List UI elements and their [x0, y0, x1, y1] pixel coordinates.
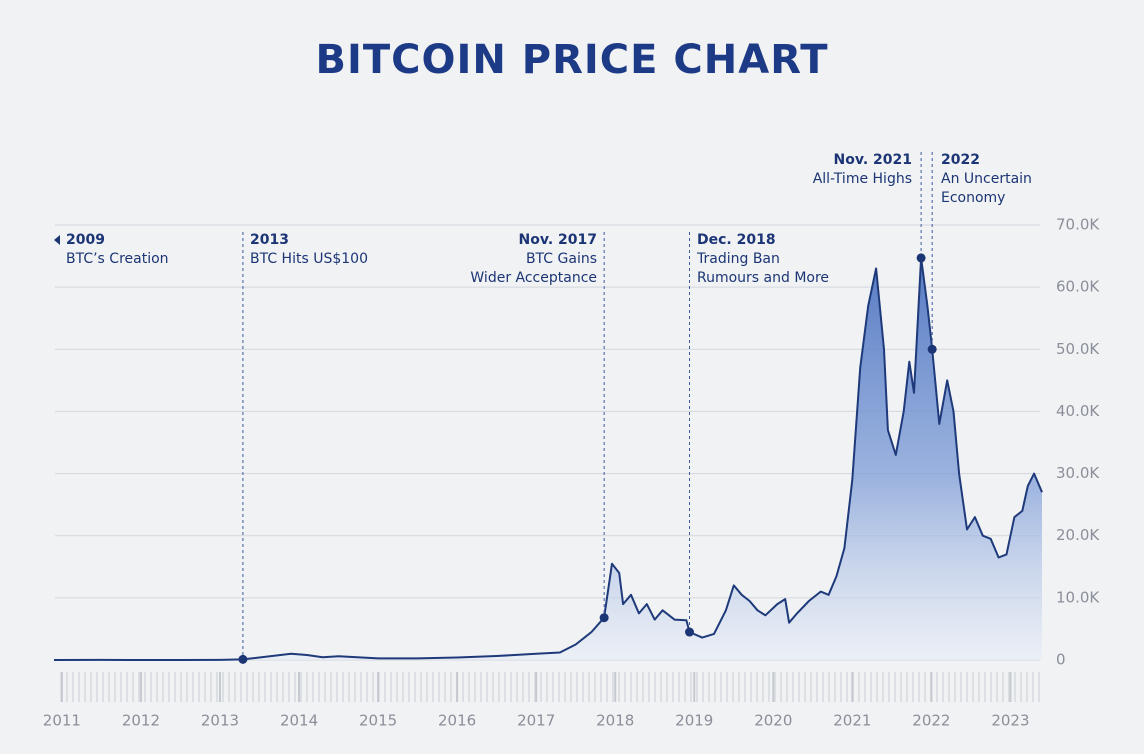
annotation-date: Nov. 2021	[834, 152, 912, 168]
annotation-text: BTC Gains	[526, 251, 597, 267]
x-tick-label: 2023	[991, 712, 1029, 730]
chart-title: BITCOIN PRICE CHART	[316, 37, 829, 83]
y-tick-label: 50.0K	[1056, 340, 1100, 358]
y-tick-label: 0	[1056, 651, 1066, 669]
minor-ticks	[58, 672, 1042, 702]
annotation-date: 2009	[66, 232, 105, 248]
annotation-date: 2022	[941, 152, 980, 168]
x-tick-label: 2019	[675, 712, 713, 730]
annotation-text: Economy	[941, 190, 1005, 206]
annotation-text: All-Time Highs	[813, 171, 912, 187]
area-fill	[54, 257, 1043, 660]
x-tick-label: 2021	[833, 712, 871, 730]
x-tick-label: 2013	[201, 712, 239, 730]
x-tick-label: 2018	[596, 712, 634, 730]
annotation-date: Dec. 2018	[697, 232, 776, 248]
annotation-text: Trading Ban	[696, 251, 780, 267]
annotation-text: Rumours and More	[697, 270, 829, 286]
x-tick-label: 2020	[754, 712, 792, 730]
annotation-text: An Uncertain	[941, 171, 1032, 187]
annotation-date: Nov. 2017	[519, 232, 597, 248]
x-tick-label: 2017	[517, 712, 555, 730]
x-tick-label: 2011	[43, 712, 81, 730]
annotation-dot	[685, 627, 695, 637]
annotation-date: 2013	[250, 232, 289, 248]
y-tick-label: 30.0K	[1056, 464, 1100, 482]
x-tick-label: 2016	[438, 712, 476, 730]
x-tick-label: 2015	[359, 712, 397, 730]
arrow	[54, 235, 60, 245]
annotation-dot	[916, 253, 926, 263]
annotation-dot	[927, 344, 937, 354]
annotation-text: BTC Hits US$100	[250, 251, 368, 267]
y-tick-label: 20.0K	[1056, 526, 1100, 544]
price-line	[53, 256, 1043, 661]
y-tick-label: 70.0K	[1056, 216, 1100, 234]
annotation-dot	[599, 613, 609, 623]
annotation-dot	[238, 654, 248, 664]
y-tick-label: 60.0K	[1056, 278, 1100, 296]
y-tick-label: 10.0K	[1056, 588, 1100, 606]
x-tick-label: 2022	[912, 712, 950, 730]
annotation-text: BTC’s Creation	[66, 251, 169, 267]
x-tick-label: 2012	[122, 712, 160, 730]
x-tick-label: 2014	[280, 712, 318, 730]
annotation-text: Wider Acceptance	[470, 270, 597, 286]
y-tick-label: 40.0K	[1056, 402, 1100, 420]
